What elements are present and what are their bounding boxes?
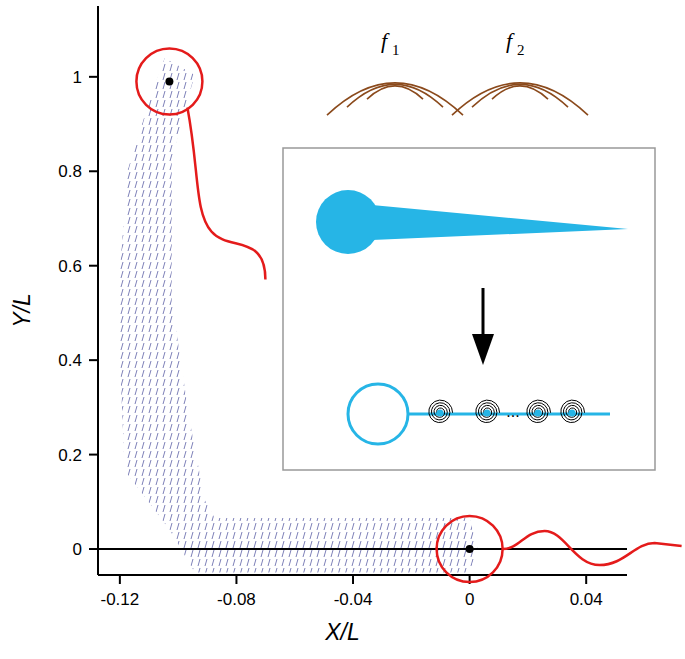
y-tick	[89, 454, 98, 456]
marker-ring	[136, 49, 202, 115]
x-axis-label: X/L	[324, 619, 360, 645]
vortex	[561, 400, 585, 422]
frequency-label: f	[506, 28, 515, 53]
arrow-head	[472, 334, 494, 365]
y-tick-label: 1	[73, 68, 82, 87]
frequency-subscript: 2	[517, 42, 525, 58]
y-tick	[89, 359, 98, 361]
wave-arc	[452, 83, 588, 115]
vortex-core	[569, 410, 576, 417]
y-tick	[89, 76, 98, 78]
inset	[283, 148, 655, 470]
y-tick-label: 0.2	[58, 446, 82, 465]
x-tick	[585, 575, 587, 584]
x-tick	[119, 575, 121, 584]
x-tick-label: 0.04	[570, 590, 603, 609]
x-axis-line	[98, 574, 627, 576]
red-wave	[503, 531, 682, 565]
y-tick-label: 0.6	[58, 257, 82, 276]
y-tick	[89, 548, 98, 550]
x-tick-label: 0	[465, 590, 474, 609]
y-axis-line	[97, 6, 99, 575]
inset-frame	[283, 148, 655, 470]
x-tick-label: -0.08	[217, 590, 256, 609]
red-wave-decor	[136, 49, 681, 582]
frequency-subscript: 1	[392, 42, 400, 58]
frequency-label: f	[381, 28, 390, 53]
arrow-shaft	[482, 288, 485, 340]
x-tick	[235, 575, 237, 584]
vortex-core	[437, 410, 444, 417]
vortex	[476, 400, 500, 422]
vortex-core	[484, 410, 491, 417]
figure-root: 0 0.2 0.4 0.6 0.8 1 -0.12 -0.08 -0.04 0 0.04 X/L Y/L…	[0, 0, 685, 659]
x-tick-label: -0.12	[100, 590, 139, 609]
y-tick	[89, 170, 98, 172]
droplet-head	[316, 190, 380, 254]
point	[165, 78, 173, 86]
ellipsis-label: ...	[506, 403, 519, 420]
y-tick	[89, 265, 98, 267]
zero-line	[98, 548, 627, 550]
wave-arc	[327, 83, 463, 115]
vortex-core	[535, 410, 542, 417]
marker-ring	[437, 516, 503, 582]
wave-arc	[347, 84, 443, 107]
vortex	[527, 400, 551, 422]
droplet-tail	[372, 205, 628, 240]
vortex	[429, 400, 453, 422]
y-tick-label: 0.4	[58, 351, 82, 370]
x-tick-label: -0.04	[334, 590, 373, 609]
y-tick-label: 0.8	[58, 162, 82, 181]
wave-arc	[472, 84, 568, 107]
x-tick	[352, 575, 354, 584]
bubble	[348, 384, 408, 444]
red-wave	[187, 108, 265, 280]
y-axis-label: Y/L	[9, 293, 35, 328]
chart-svg: 0 0.2 0.4 0.6 0.8 1 -0.12 -0.08 -0.04 0 0.04 X/L Y/L…	[0, 0, 685, 659]
wave-arcs	[327, 83, 588, 115]
y-tick-label: 0	[73, 540, 82, 559]
point	[466, 545, 474, 553]
